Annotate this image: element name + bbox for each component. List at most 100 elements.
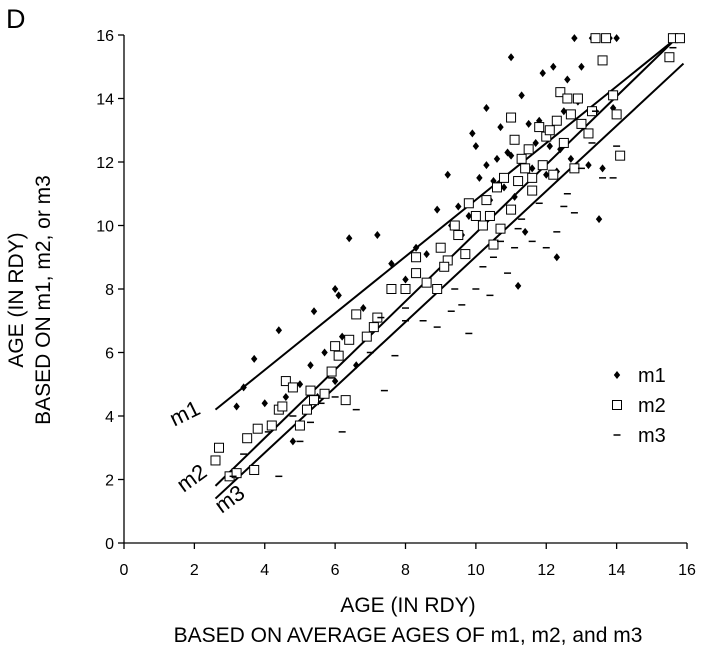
data-point-m1 <box>507 53 515 62</box>
data-point-m1 <box>511 192 518 201</box>
data-point-m1 <box>557 145 564 154</box>
data-point-m2 <box>513 176 524 187</box>
data-point-m2 <box>344 334 355 345</box>
data-point-m2 <box>210 455 221 466</box>
data-point-m2 <box>435 242 446 253</box>
data-point-m1 <box>310 307 318 316</box>
data-point-m2 <box>565 109 576 120</box>
data-point-m1 <box>455 202 462 211</box>
y-tick-label: 16 <box>96 28 114 45</box>
data-point-m2 <box>569 163 580 174</box>
data-point-m2 <box>411 252 422 263</box>
data-point-m1 <box>578 62 585 71</box>
axes: 0 2 4 6 8 10 12 14 16 0 2 4 6 8 10 12 14 16 <box>96 28 696 579</box>
data-point-m1 <box>261 399 268 408</box>
data-point-m2 <box>266 420 277 431</box>
y-tick-label: 0 <box>105 536 114 553</box>
data-point-m1 <box>595 215 603 224</box>
data-point-m1 <box>500 183 508 192</box>
data-point-m2 <box>576 118 587 129</box>
data-point-m2 <box>495 223 506 234</box>
data-point-m2 <box>509 134 520 145</box>
data-point-m1 <box>560 107 568 116</box>
x-axis-label-line2: BASED ON AVERAGE AGES OF m1, m2, and m3 <box>173 624 643 647</box>
regression-line-m3 <box>214 62 685 500</box>
data-point-m2 <box>280 376 291 387</box>
data-point-m1 <box>275 326 283 335</box>
data-point-m1 <box>571 34 578 43</box>
data-point-m2 <box>555 87 566 98</box>
data-point-m1 <box>521 227 529 236</box>
data-point-m2 <box>506 112 517 123</box>
y-tick-label: 10 <box>96 219 114 236</box>
x-tick-label: 10 <box>467 562 485 579</box>
data-point-m1 <box>321 348 328 357</box>
data-point-m1 <box>543 170 550 179</box>
data-point-m1 <box>609 104 617 113</box>
data-point-m2 <box>287 382 298 393</box>
data-point-m2 <box>551 115 562 126</box>
data-point-m2 <box>481 195 492 206</box>
y-tick-label: 14 <box>96 92 114 109</box>
data-point-m1 <box>296 380 304 389</box>
data-point-m2 <box>351 309 362 320</box>
x-tick-label: 14 <box>608 562 626 579</box>
data-point-m1 <box>528 164 536 173</box>
legend-label-m1: m1 <box>638 365 666 387</box>
data-point-m2 <box>520 163 531 174</box>
x-tick-label: 2 <box>190 562 199 579</box>
data-point-m2 <box>558 137 569 148</box>
y-axis-label-line1: AGE (IN RDY) <box>5 232 28 368</box>
y-tick-label: 2 <box>105 473 114 490</box>
data-point-m2 <box>400 284 411 294</box>
data-point-m2 <box>411 268 422 279</box>
data-point-m1 <box>240 383 247 392</box>
data-point-m1 <box>412 243 420 252</box>
data-point-m1 <box>289 437 297 446</box>
x-tick-label: 0 <box>120 562 129 579</box>
data-point-m2 <box>449 220 460 231</box>
data-point-m2 <box>527 185 538 196</box>
data-point-m1 <box>483 161 490 170</box>
data-point-m2 <box>601 33 612 44</box>
line-label-m2: m2 <box>172 459 211 497</box>
x-tick-label: 12 <box>537 562 555 579</box>
data-point-m1 <box>444 170 451 179</box>
data-point-m2 <box>294 420 305 431</box>
data-point-m1 <box>514 281 522 290</box>
data-point-m1 <box>469 129 476 138</box>
y-tick-label: 8 <box>105 282 114 299</box>
legend-label-m2: m2 <box>638 395 666 417</box>
data-point-m2 <box>301 404 312 415</box>
data-point-m1 <box>307 361 314 370</box>
data-point-m1 <box>613 34 620 43</box>
data-point-m1 <box>493 154 501 163</box>
data-point-m1 <box>233 402 240 411</box>
data-point-m2 <box>488 239 499 250</box>
x-tick-label: 16 <box>678 562 696 579</box>
data-point-m1 <box>564 75 571 84</box>
data-point-m1 <box>507 151 515 160</box>
data-point-m2 <box>214 442 225 453</box>
data-point-m1 <box>338 332 346 341</box>
x-tick-label: 6 <box>331 562 340 579</box>
data-point-m2 <box>439 261 450 272</box>
y-axis-label-line2: BASED ON m1, m2, or m3 <box>32 175 55 425</box>
data-point-m2 <box>330 341 341 352</box>
data-point-m1 <box>476 173 483 182</box>
data-point-m2 <box>499 172 510 183</box>
data-point-m2 <box>615 150 626 161</box>
data-point-m2 <box>249 464 260 475</box>
data-point-m1 <box>282 392 290 401</box>
data-point-m2 <box>664 52 675 63</box>
data-point-m2 <box>421 277 432 288</box>
data-point-m1 <box>553 253 561 262</box>
data-point-m2 <box>231 468 242 479</box>
x-axis-label-line1: AGE (IN RDY) <box>340 594 476 617</box>
data-point-m2 <box>484 210 495 221</box>
data-point-m2 <box>460 249 471 260</box>
data-point-m2 <box>319 388 330 399</box>
data-point-m2 <box>548 169 559 180</box>
